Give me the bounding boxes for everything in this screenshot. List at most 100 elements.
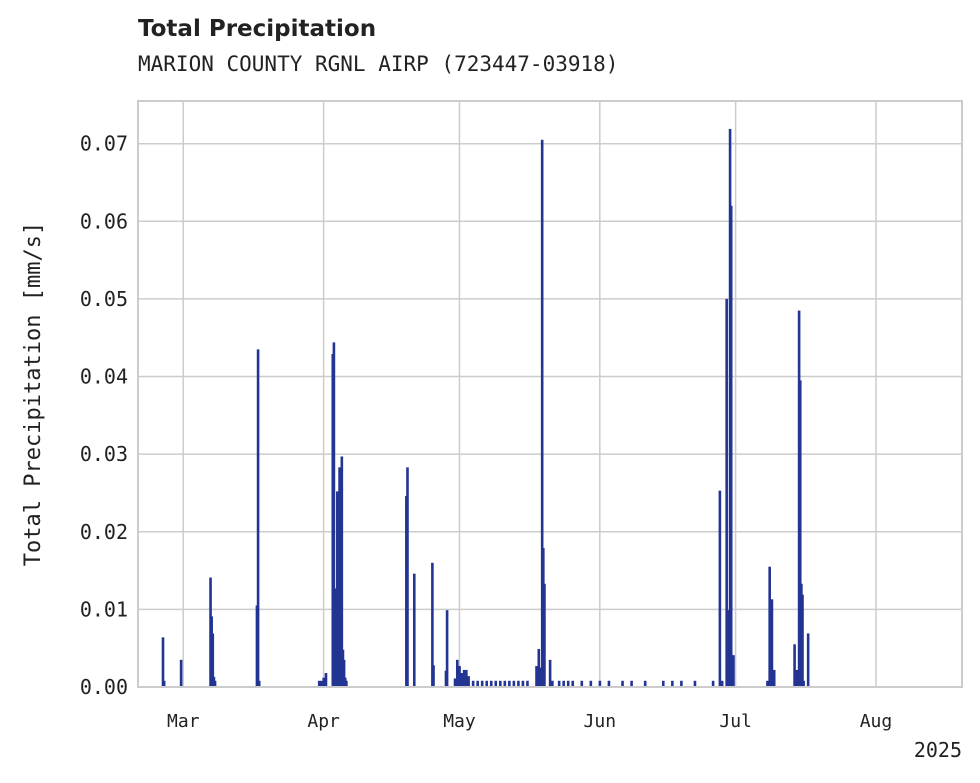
precipitation-bar: [432, 665, 435, 687]
x-tick-label: Mar: [167, 711, 200, 732]
precipitation-bar: [770, 599, 774, 687]
precipitation-bar: [412, 573, 416, 687]
precipitation-bar: [711, 680, 715, 687]
precipitation-bar: [512, 680, 516, 687]
precipitation-bar: [211, 633, 215, 687]
precipitation-bar: [718, 490, 722, 687]
precipitation-bar: [671, 680, 674, 687]
y-tick-label: 0.00: [80, 675, 128, 699]
precipitation-bar: [494, 680, 498, 687]
precipitation-bar: [465, 669, 468, 687]
precipitation-bar: [431, 562, 434, 687]
precipitation-bar: [480, 680, 484, 687]
precipitation-bar: [571, 680, 575, 687]
precipitation-bar: [162, 680, 166, 687]
precipitation-bar: [793, 644, 796, 687]
y-tick-label: 0.07: [80, 132, 128, 156]
precipitation-bar: [798, 380, 802, 687]
x-tick-label: Aug: [860, 711, 893, 732]
precipitation-bar: [257, 680, 261, 687]
precipitation-bar: [467, 676, 470, 687]
precipitation-bar: [460, 673, 464, 687]
precipitation-bar: [324, 673, 328, 687]
precipitation-bar: [517, 680, 520, 687]
precipitation-bar: [317, 680, 321, 687]
precipitation-bar: [551, 680, 554, 687]
precipitation-bar: [471, 680, 475, 687]
precipitation-bar: [406, 467, 409, 687]
x-tick-label: May: [443, 711, 476, 732]
precipitation-bar: [630, 680, 633, 687]
grid-lines: [138, 101, 962, 688]
precipitation-bar: [336, 491, 339, 687]
precipitation-bar: [485, 680, 489, 687]
precipitation-bar: [729, 205, 733, 687]
precipitation-bar: [503, 680, 507, 687]
precipitation-bar: [768, 566, 771, 687]
precipitation-bar: [340, 456, 344, 687]
precipitation-bar: [489, 680, 493, 687]
y-axis-label: Total Precipitation [mm/s]: [21, 222, 46, 566]
precipitation-bar: [566, 680, 570, 687]
precipitation-bar: [543, 583, 546, 687]
precipitation-bar: [607, 680, 611, 687]
plot-frame: [137, 100, 963, 688]
chart-subtitle: MARION COUNTY RGNL AIRP (723447-03918): [138, 52, 619, 76]
precipitation-bar: [213, 680, 217, 687]
precipitation-bar: [540, 139, 544, 687]
y-tick-label: 0.01: [80, 597, 128, 621]
precipitation-bar: [806, 633, 810, 687]
y-tick-label: 0.02: [80, 520, 128, 544]
x-tick-label: Jul: [719, 711, 752, 732]
x-axis: Mar Apr May Jun Jul Aug: [167, 711, 892, 732]
precipitation-bar: [725, 298, 728, 687]
precipitation-bar: [455, 659, 459, 687]
precipitation-bar: [589, 680, 593, 687]
y-tick-label: 0.05: [80, 287, 128, 311]
precipitation-bar: [453, 678, 457, 687]
precipitation-bar: [526, 680, 529, 687]
precipitation-bar: [342, 659, 346, 687]
precipitation-bar: [801, 594, 804, 687]
precipitation-bar: [802, 680, 805, 687]
bar-series: [161, 128, 810, 688]
precipitation-bar: [161, 637, 165, 687]
precipitation-bar: [322, 677, 326, 687]
precipitation-bar: [772, 669, 776, 687]
precipitation-bar: [680, 680, 683, 687]
precipitation-bar: [562, 680, 565, 687]
precipitation-bar: [345, 680, 348, 687]
precipitation-bar: [643, 680, 647, 687]
x-tick-label: Apr: [307, 711, 340, 732]
precipitation-bar: [462, 669, 466, 687]
precipitation-bar: [445, 610, 449, 687]
precipitation-bar: [458, 666, 461, 687]
precipitation-bar: [621, 680, 624, 687]
precipitation-bar: [661, 680, 665, 687]
precipitation-bar: [580, 680, 584, 687]
chart-title: Total Precipitation: [138, 16, 377, 42]
year-label: 2025: [914, 738, 962, 762]
y-tick-label: 0.04: [80, 365, 128, 389]
precipitation-bar: [720, 680, 724, 687]
precipitation-bar: [693, 680, 697, 687]
precipitation-bar: [332, 342, 336, 687]
precipitation-bar: [179, 659, 183, 687]
precipitation-bar: [548, 659, 552, 687]
y-axis: 0.00 0.01 0.02 0.03 0.04 0.05 0.06 0.07: [80, 132, 128, 699]
precipitation-bar: [557, 680, 561, 687]
y-tick-label: 0.03: [80, 442, 128, 466]
precipitation-bar: [498, 680, 502, 687]
precipitation-bar: [256, 349, 260, 687]
precipitation-bar: [320, 680, 323, 687]
y-tick-label: 0.06: [80, 209, 128, 233]
precipitation-bar: [732, 655, 735, 687]
precipitation-bar: [476, 680, 479, 687]
precipitation-bar: [535, 666, 538, 687]
precipitation-bar: [766, 680, 769, 687]
precipitation-bar: [508, 680, 511, 687]
precipitation-bar: [521, 680, 525, 687]
precipitation-bar: [795, 669, 799, 687]
x-tick-label: Jun: [584, 711, 617, 732]
